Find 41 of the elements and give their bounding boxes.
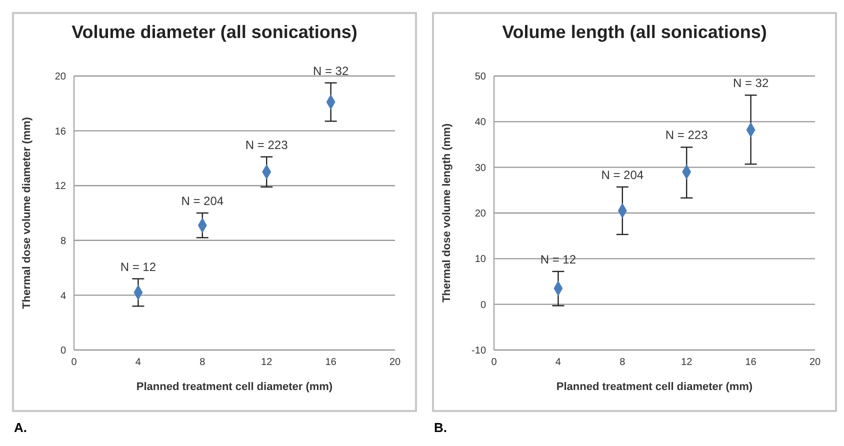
y-tick-label: 8 <box>60 236 66 247</box>
annotation: N = 12 <box>120 260 156 274</box>
y-tick-label: 40 <box>474 117 486 128</box>
y-axis-title: Thermal dose volume length (mm) <box>440 123 453 303</box>
x-tick-label: 16 <box>325 357 337 368</box>
annotation: N = 204 <box>601 168 644 182</box>
x-axis-title: Planned treatment cell diameter (mm) <box>556 381 753 393</box>
x-tick-label: 20 <box>809 357 821 368</box>
x-tick-label: 8 <box>620 357 626 368</box>
text: B. <box>434 420 447 435</box>
annotation: N = 223 <box>245 138 288 152</box>
annotation: N = 12 <box>540 252 576 266</box>
text: A. <box>14 420 27 435</box>
y-tick-label: 20 <box>474 208 486 220</box>
y-tick-label: 0 <box>480 300 486 311</box>
x-tick-label: 4 <box>555 357 562 368</box>
annotation: N = 32 <box>312 64 349 78</box>
y-tick-label: 12 <box>54 181 66 192</box>
x-tick-label: 0 <box>71 357 78 368</box>
x-tick-label: 12 <box>261 357 273 368</box>
annotation: N = 204 <box>181 194 224 208</box>
x-tick-label: 16 <box>745 357 757 368</box>
y-tick-label: 20 <box>54 72 66 83</box>
x-axis-title: Planned treatment cell diameter (mm) <box>136 381 333 393</box>
annotation: N = 223 <box>665 128 708 142</box>
y-tick-label: 50 <box>474 72 486 83</box>
chart-title: Volume diameter (all sonications) <box>70 22 358 43</box>
y-tick-label: 30 <box>474 162 486 174</box>
x-tick-label: 20 <box>389 357 401 368</box>
y-axis-title: Thermal dose volume diameter (mm) <box>20 116 33 309</box>
annotation: N = 32 <box>732 76 769 90</box>
y-tick-label: 4 <box>60 290 66 302</box>
y-tick-label: 0 <box>60 346 66 357</box>
x-tick-label: 4 <box>135 357 142 368</box>
x-tick-label: 12 <box>681 357 693 368</box>
chart-title: Volume length (all sonications) <box>501 22 768 43</box>
y-tick-label: -10 <box>472 346 486 357</box>
y-tick-label: 16 <box>54 126 66 138</box>
x-tick-label: 8 <box>200 357 206 368</box>
y-tick-label: 10 <box>474 254 486 266</box>
x-tick-label: 0 <box>491 357 498 368</box>
